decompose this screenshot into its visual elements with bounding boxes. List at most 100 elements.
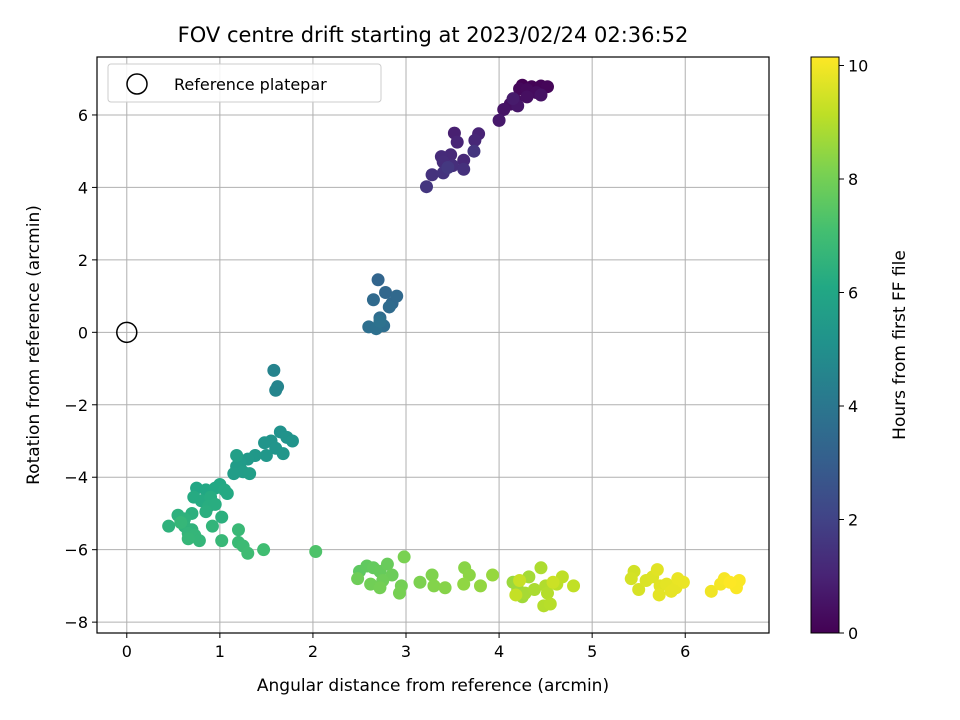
data-point	[457, 153, 471, 167]
data-point	[215, 534, 229, 548]
data-point	[450, 135, 464, 149]
x-tick-label: 3	[401, 642, 411, 661]
y-tick-label: −8	[64, 613, 88, 632]
data-point	[468, 133, 482, 147]
y-tick-label: −2	[64, 396, 88, 415]
data-point	[392, 586, 406, 600]
data-point	[351, 572, 365, 586]
x-tick-label: 4	[494, 642, 504, 661]
legend-label: Reference platepar	[174, 75, 327, 94]
colorbar-tick-label: 8	[848, 170, 858, 189]
y-tick-label: 2	[78, 251, 88, 270]
chart-title: FOV centre drift starting at 2023/02/24 …	[178, 23, 689, 47]
data-point	[467, 144, 481, 158]
data-point	[527, 583, 541, 597]
data-point	[486, 568, 500, 582]
data-point	[513, 573, 527, 587]
data-point	[543, 597, 557, 611]
y-axis-label: Rotation from reference (arcmin)	[24, 205, 44, 485]
data-point	[192, 534, 206, 548]
x-tick-label: 2	[308, 642, 318, 661]
plot-frame	[96, 56, 770, 634]
data-point	[492, 113, 506, 127]
x-tick-label: 0	[122, 642, 132, 661]
data-point	[390, 289, 404, 303]
data-point	[427, 579, 441, 593]
data-points	[162, 78, 746, 613]
data-point	[473, 579, 487, 593]
data-point	[231, 523, 245, 537]
data-point	[276, 447, 290, 461]
data-point	[704, 584, 718, 598]
data-point	[652, 588, 666, 602]
legend-marker	[126, 73, 148, 95]
data-point	[259, 448, 273, 462]
data-point	[425, 168, 439, 182]
data-point	[267, 363, 281, 377]
data-point	[379, 285, 393, 299]
data-point	[419, 180, 433, 194]
y-tick-label: 6	[78, 106, 88, 125]
colorbar-tick-label: 4	[848, 397, 858, 416]
data-point	[269, 383, 283, 397]
y-tick-label: 4	[78, 178, 88, 197]
data-point	[534, 88, 548, 102]
data-point	[676, 575, 690, 589]
data-point	[382, 300, 396, 314]
data-point	[534, 561, 548, 575]
colorbar-ticks: 0 2 4 6 8 10	[839, 57, 868, 643]
data-point	[241, 546, 255, 560]
data-point	[258, 436, 272, 450]
data-point	[650, 563, 664, 577]
y-tick-label: 0	[78, 323, 88, 342]
data-point	[457, 162, 471, 176]
data-point	[285, 434, 299, 448]
data-point	[208, 497, 222, 511]
data-point	[413, 575, 427, 589]
reference-platepar-marker	[116, 321, 138, 344]
data-point	[181, 532, 195, 546]
data-point	[309, 544, 323, 558]
data-point	[174, 516, 188, 530]
colorbar-tick-label: 2	[848, 511, 858, 530]
y-axis-ticks: −8 −6 −4 −2 0 2 4 6	[64, 106, 97, 632]
data-point	[624, 572, 638, 586]
data-point	[540, 586, 554, 600]
colorbar-gradient	[810, 56, 840, 634]
data-point	[632, 583, 646, 597]
grid-lines	[97, 57, 769, 633]
data-point	[220, 487, 234, 501]
data-point	[205, 519, 219, 533]
data-point	[425, 568, 439, 582]
x-tick-label: 6	[680, 642, 690, 661]
y-tick-label: −4	[64, 468, 88, 487]
colorbar: 0 2 4 6 8 10 Hours from first FF file	[810, 56, 910, 643]
colorbar-tick-label: 10	[848, 57, 868, 76]
data-point	[438, 581, 452, 595]
data-point	[373, 581, 387, 595]
colorbar-tick-label: 6	[848, 284, 858, 303]
data-point	[366, 293, 380, 307]
data-point	[227, 467, 241, 481]
x-axis-ticks: 0 1 2 3 4 5 6	[122, 633, 690, 661]
data-point	[497, 103, 511, 117]
y-tick-label: −6	[64, 541, 88, 560]
data-point	[457, 577, 471, 591]
data-point	[441, 160, 455, 174]
x-tick-label: 1	[215, 642, 225, 661]
data-point	[373, 314, 387, 328]
data-point	[199, 505, 213, 519]
legend: Reference platepar	[107, 63, 382, 103]
data-point	[509, 588, 523, 602]
x-tick-label: 5	[587, 642, 597, 661]
data-point	[520, 90, 534, 104]
data-point	[546, 575, 560, 589]
colorbar-tick-label: 0	[848, 624, 858, 643]
data-point	[371, 273, 385, 287]
data-point	[567, 579, 581, 593]
data-point	[257, 543, 271, 557]
data-point	[397, 550, 411, 564]
data-point	[723, 575, 737, 589]
data-point	[230, 448, 244, 462]
